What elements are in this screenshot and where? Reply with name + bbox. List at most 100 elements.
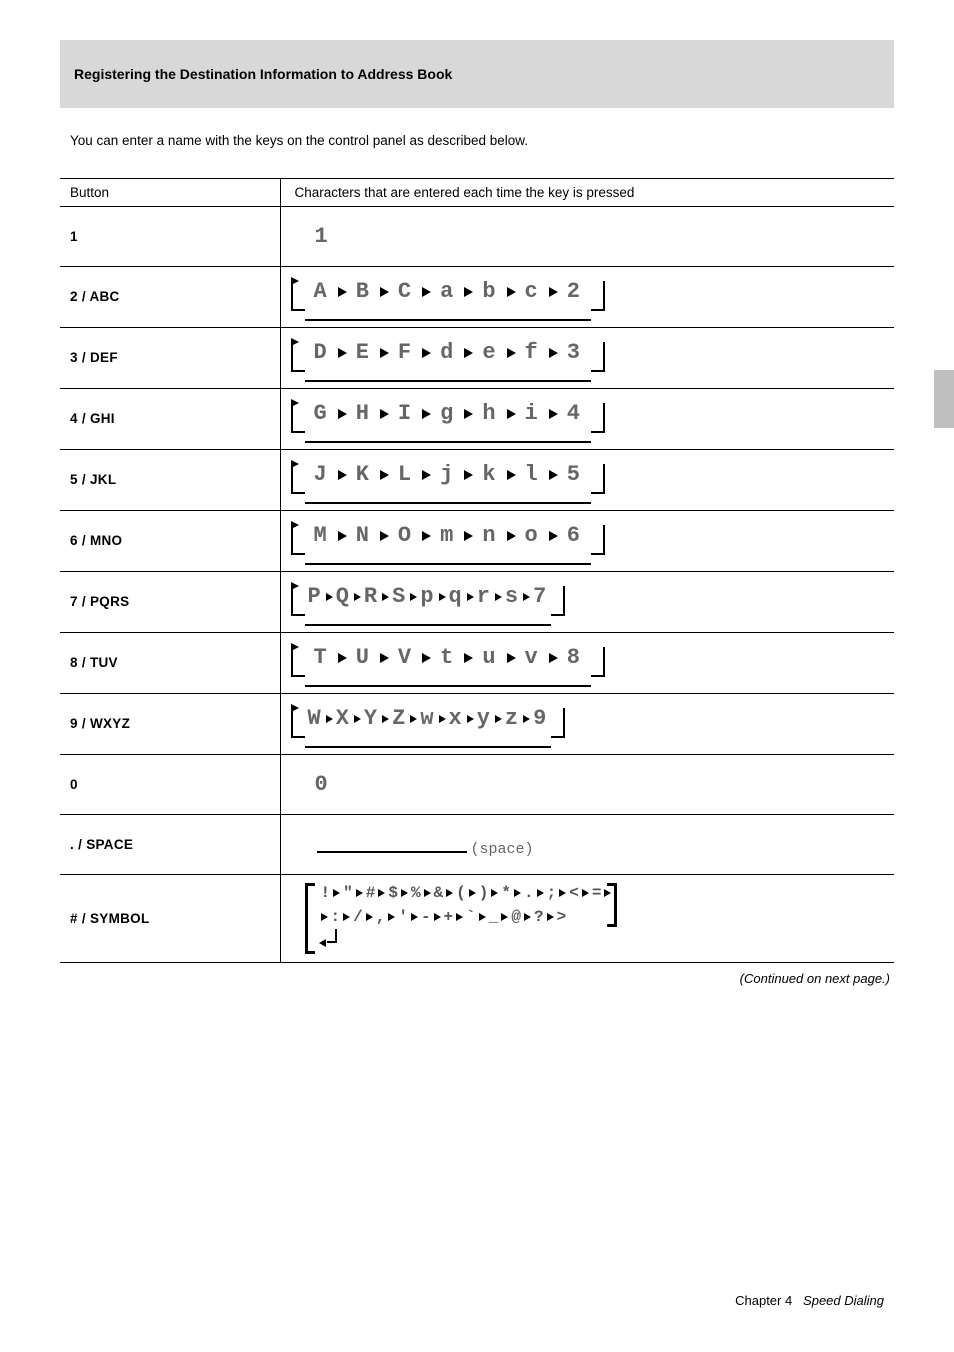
table-row: 7 / PQRSPQRSpqrs7 bbox=[60, 571, 894, 632]
symbol-char: " bbox=[343, 881, 353, 905]
cycle-loop-right bbox=[591, 273, 605, 311]
char: U bbox=[356, 645, 371, 670]
char: E bbox=[356, 340, 371, 365]
chars-cell: PQRSpqrs7 bbox=[280, 571, 894, 632]
chars-cell: 1 bbox=[280, 206, 894, 266]
table-row: 2 / ABCABCabc2 bbox=[60, 266, 894, 327]
symbol-cycle: !"#$%&()*.;<=:/,'-+`_@?> bbox=[305, 881, 628, 956]
arrow-icon bbox=[524, 913, 531, 921]
arrow-icon bbox=[464, 470, 473, 480]
char: C bbox=[398, 279, 413, 304]
char: X bbox=[336, 706, 351, 731]
cycle-underline bbox=[305, 441, 591, 443]
char: 7 bbox=[533, 584, 548, 609]
arrow-icon bbox=[338, 348, 347, 358]
table-row: 00 bbox=[60, 754, 894, 814]
arrow-icon bbox=[549, 653, 558, 663]
arrow-icon bbox=[380, 470, 389, 480]
arrow-icon bbox=[380, 287, 389, 297]
arrow-icon bbox=[507, 348, 516, 358]
arrow-icon bbox=[321, 913, 328, 921]
chars-cell: MNOmno6 bbox=[280, 510, 894, 571]
arrow-icon bbox=[422, 470, 431, 480]
table-row: 9 / WXYZWXYZwxyz9 bbox=[60, 693, 894, 754]
cycle-loop-right bbox=[551, 578, 565, 616]
chars-cell: DEFdef3 bbox=[280, 327, 894, 388]
cycle-underline bbox=[305, 319, 591, 321]
arrow-icon bbox=[422, 287, 431, 297]
section-title: Registering the Destination Information … bbox=[74, 66, 452, 82]
char: 5 bbox=[567, 462, 582, 487]
char: e bbox=[482, 340, 497, 365]
arrow-icon bbox=[467, 715, 474, 723]
char: Z bbox=[392, 706, 407, 731]
arrow-icon bbox=[549, 470, 558, 480]
arrow-icon bbox=[422, 653, 431, 663]
arrow-icon bbox=[495, 715, 502, 723]
cycle-loop-right bbox=[551, 700, 565, 738]
bracket-left-icon bbox=[305, 883, 315, 954]
char: b bbox=[482, 279, 497, 304]
button-cell: 0 bbox=[60, 754, 280, 814]
char: f bbox=[525, 340, 540, 365]
symbol-char: , bbox=[376, 905, 386, 929]
char: 2 bbox=[567, 279, 582, 304]
arrow-icon bbox=[380, 653, 389, 663]
char-cycle: MNOmno6 bbox=[291, 517, 605, 565]
symbol-char: % bbox=[411, 881, 421, 905]
char: Y bbox=[364, 706, 379, 731]
char: k bbox=[482, 462, 497, 487]
char-single: 0 bbox=[291, 772, 885, 797]
button-cell: 1 bbox=[60, 206, 280, 266]
space-label: (space) bbox=[467, 841, 534, 858]
arrow-icon bbox=[326, 593, 333, 601]
char: P bbox=[308, 584, 323, 609]
arrow-icon bbox=[382, 593, 389, 601]
cycle-loop-right bbox=[591, 456, 605, 494]
cycle-loop-left bbox=[291, 639, 305, 677]
char: n bbox=[482, 523, 497, 548]
keypad-table: Button Characters that are entered each … bbox=[60, 178, 894, 963]
symbol-char: ( bbox=[456, 881, 466, 905]
chars-cell: !"#$%&()*.;<=:/,'-+`_@?> bbox=[280, 874, 894, 962]
char: h bbox=[482, 401, 497, 426]
symbol-char: ' bbox=[398, 905, 408, 929]
char: v bbox=[525, 645, 540, 670]
arrow-icon bbox=[411, 913, 418, 921]
char-cycle: DEFdef3 bbox=[291, 334, 605, 382]
arrow-icon bbox=[401, 889, 408, 897]
space-row: (space) bbox=[291, 831, 885, 858]
char: V bbox=[398, 645, 413, 670]
table-row: 5 / JKLJKLjkl5 bbox=[60, 449, 894, 510]
char: S bbox=[392, 584, 407, 609]
table-row: 8 / TUVTUVtuv8 bbox=[60, 632, 894, 693]
arrow-icon bbox=[422, 348, 431, 358]
symbol-char: ? bbox=[534, 905, 544, 929]
arrow-icon bbox=[507, 470, 516, 480]
char: l bbox=[525, 462, 540, 487]
char: m bbox=[440, 523, 455, 548]
char: I bbox=[398, 401, 413, 426]
cycle-underline bbox=[305, 746, 552, 748]
arrow-icon bbox=[326, 715, 333, 723]
symbol-char: & bbox=[434, 881, 444, 905]
symbol-char: # bbox=[366, 881, 376, 905]
arrow-icon bbox=[338, 653, 347, 663]
char: d bbox=[440, 340, 455, 365]
arrow-icon bbox=[507, 409, 516, 419]
symbol-char: * bbox=[501, 881, 511, 905]
arrow-icon bbox=[549, 409, 558, 419]
arrow-icon bbox=[547, 913, 554, 921]
cycle-loop-left bbox=[291, 700, 305, 738]
char: c bbox=[525, 279, 540, 304]
char-cycle: ABCabc2 bbox=[291, 273, 605, 321]
footer-chapter: Chapter 4 bbox=[735, 1293, 792, 1308]
chars-cell: ABCabc2 bbox=[280, 266, 894, 327]
table-row: # / SYMBOL!"#$%&()*.;<=:/,'-+`_@?> bbox=[60, 874, 894, 962]
arrow-icon bbox=[338, 531, 347, 541]
cycle-loop-right bbox=[591, 517, 605, 555]
arrow-icon bbox=[464, 409, 473, 419]
button-cell: 4 / GHI bbox=[60, 388, 280, 449]
arrow-icon bbox=[366, 913, 373, 921]
char: D bbox=[314, 340, 329, 365]
